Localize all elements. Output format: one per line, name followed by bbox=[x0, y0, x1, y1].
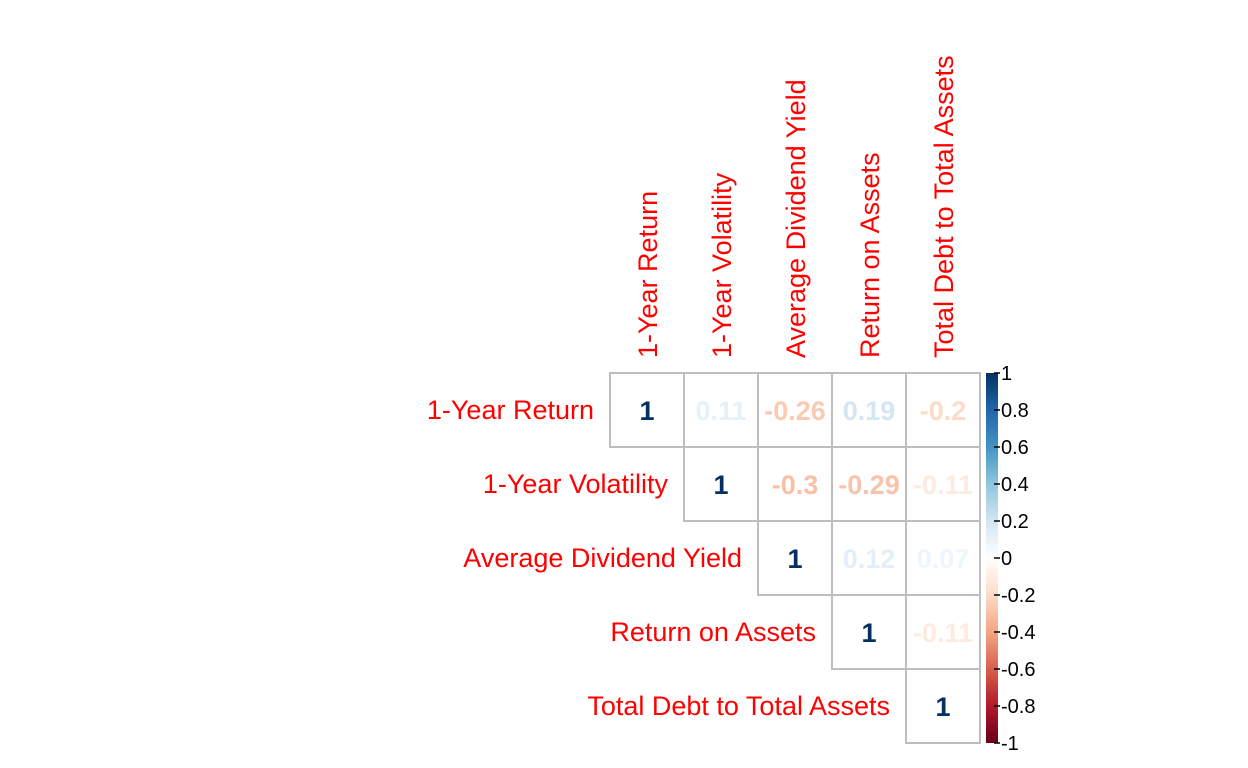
value-label: 0.11 bbox=[695, 396, 746, 426]
row-label: 1-Year Volatility bbox=[483, 469, 669, 499]
cell-4-4 bbox=[905, 668, 981, 744]
column-label: Total Debt to Total Assets bbox=[929, 55, 959, 358]
matrix-cells bbox=[609, 372, 981, 744]
colorbar-tick-label: -0.2 bbox=[1001, 585, 1035, 607]
colorbar-tick-label: 0.8 bbox=[1001, 400, 1029, 422]
value-label: 1 bbox=[639, 396, 654, 426]
cell-0-1 bbox=[683, 372, 759, 448]
column-label: 1-Year Volatility bbox=[707, 172, 737, 358]
value-label: 1 bbox=[935, 692, 950, 722]
value-label: -0.26 bbox=[764, 396, 826, 426]
cell-0-0 bbox=[609, 372, 685, 448]
colorbar-tick-label: 0 bbox=[1001, 548, 1012, 570]
colorbar-gradient bbox=[986, 373, 998, 743]
value-label: 1 bbox=[861, 618, 876, 648]
row-label: 1-Year Return bbox=[427, 395, 594, 425]
colorbar: 1 0.8 0.6 0.4 0.2 0 -0.2 -0.4 -0.6 -0.8 -1 bbox=[986, 363, 1035, 755]
colorbar-tick-label: -0.6 bbox=[1001, 659, 1035, 681]
value-label: -0.2 bbox=[920, 396, 967, 426]
value-label: -0.3 bbox=[772, 470, 819, 500]
colorbar-tick-label: -1 bbox=[1001, 733, 1019, 755]
cell-3-3 bbox=[831, 594, 907, 670]
row-labels: 1-Year Return 1-Year Volatility Average Di… bbox=[427, 395, 890, 721]
value-label: 0.19 bbox=[843, 396, 896, 426]
cell-1-3 bbox=[831, 446, 907, 522]
column-labels: 1-Year Return 1-Year Volatility Average Di… bbox=[633, 55, 959, 358]
value-label: 1 bbox=[713, 470, 728, 500]
value-label: -0.11 bbox=[913, 470, 973, 500]
cell-3-4 bbox=[905, 594, 981, 670]
colorbar-tick-label: 0.2 bbox=[1001, 511, 1029, 533]
value-label: 0.07 bbox=[917, 544, 970, 574]
value-label: 0.12 bbox=[843, 544, 896, 574]
cell-2-2 bbox=[757, 520, 833, 596]
row-label: Average Dividend Yield bbox=[463, 543, 742, 573]
value-label: -0.11 bbox=[913, 618, 973, 648]
cell-values: 1 0.11 -0.26 0.19 -0.2 1 -0.3 -0.29 -0.11 1 0.12 0.… bbox=[639, 396, 973, 722]
colorbar-tick-label: 1 bbox=[1001, 363, 1012, 385]
colorbar-tick-label: 0.6 bbox=[1001, 437, 1029, 459]
value-label: 1 bbox=[787, 544, 802, 574]
colorbar-tick-label: -0.8 bbox=[1001, 696, 1035, 718]
colorbar-ticks: 1 0.8 0.6 0.4 0.2 0 -0.2 -0.4 -0.6 -0.8 -1 bbox=[994, 363, 1035, 755]
column-label: 1-Year Return bbox=[633, 191, 663, 358]
colorbar-tick-label: -0.4 bbox=[1001, 622, 1035, 644]
column-label: Return on Assets bbox=[855, 152, 885, 358]
row-label: Total Debt to Total Assets bbox=[587, 691, 890, 721]
cell-2-4 bbox=[905, 520, 981, 596]
row-label: Return on Assets bbox=[610, 617, 816, 647]
cell-1-1 bbox=[683, 446, 759, 522]
colorbar-tick-label: 0.4 bbox=[1001, 474, 1029, 496]
column-label: Average Dividend Yield bbox=[781, 79, 811, 358]
value-label: -0.29 bbox=[838, 470, 900, 500]
